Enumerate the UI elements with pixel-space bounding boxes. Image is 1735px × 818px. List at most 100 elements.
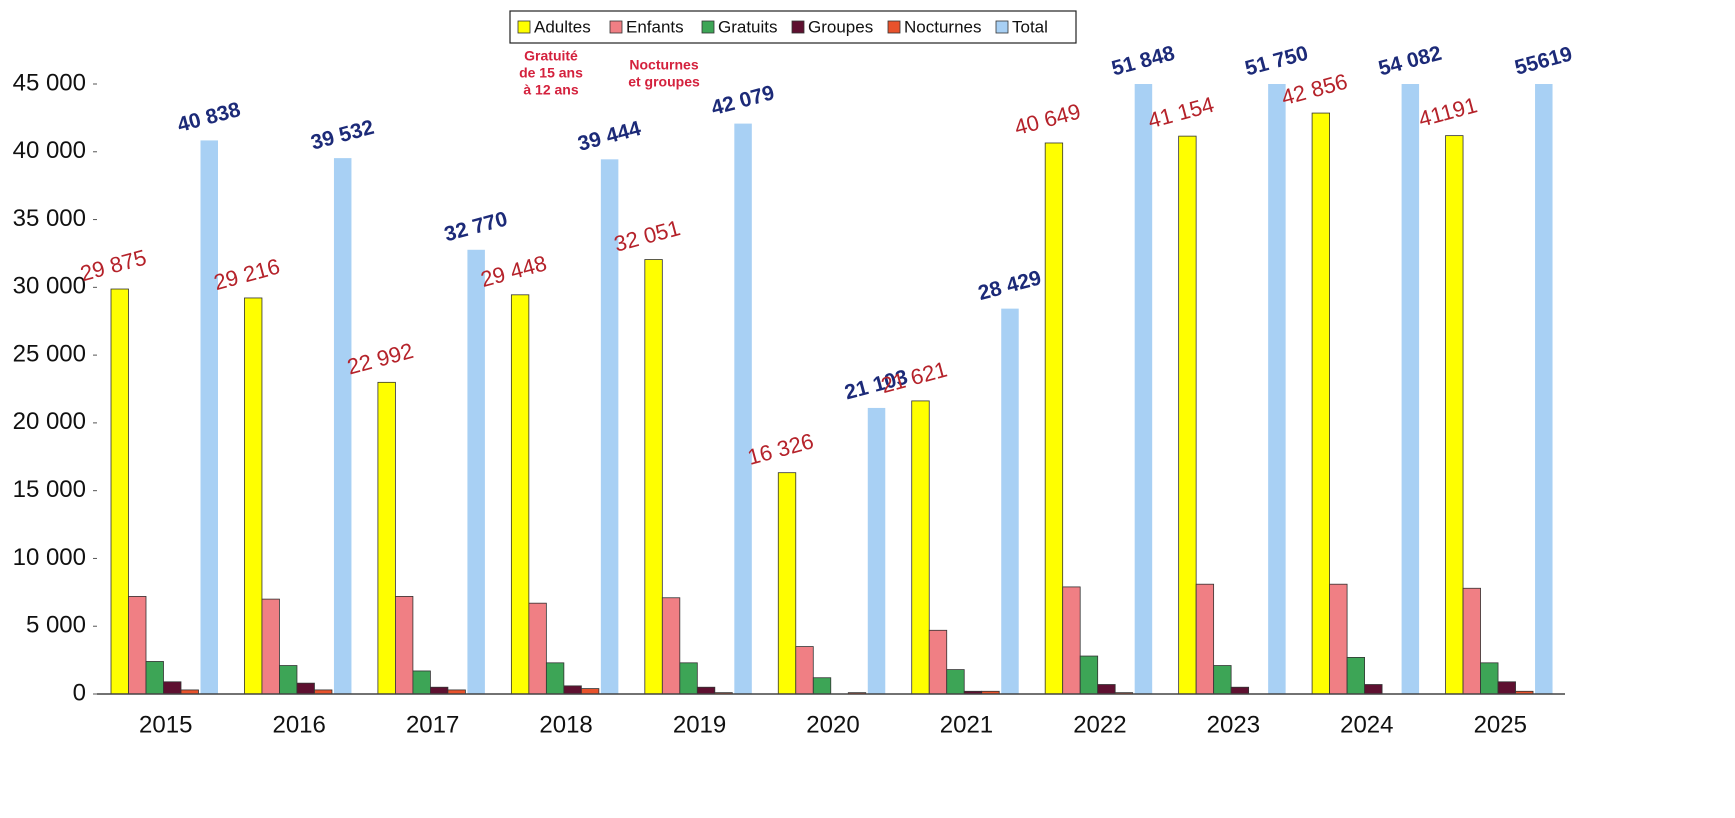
bar [679,662,698,695]
bar [812,677,832,695]
plot-area [110,84,1553,695]
bar [1213,665,1232,695]
value-label: 22 992 [344,338,415,380]
bar [600,159,619,694]
legend-label: Gratuits [718,17,778,36]
bar [163,681,182,695]
bar [734,123,752,695]
bar [244,297,263,695]
x-tick-label: 2025 [1474,711,1527,738]
legend-label: Total [1012,17,1048,36]
y-tick-label: 15 000 [13,476,86,503]
bar [1062,586,1081,695]
x-tick-label: 2015 [139,711,192,738]
bar [110,288,129,695]
value-label: 32 051 [611,215,682,257]
bar [1079,655,1099,695]
annotation: et groupes [628,74,700,90]
legend-swatch [609,20,623,34]
legend: Adultes Enfants Gratuits Groupes Nocturnes To… [509,10,1077,44]
bar [545,662,565,695]
value-label: 29 216 [211,254,282,296]
x-tick-label: 2016 [272,711,325,738]
value-label: 29 448 [478,250,549,292]
bar [1001,308,1019,694]
bar [467,249,485,695]
bar [377,381,396,695]
bar [296,682,315,695]
bar [1364,684,1383,695]
bar [395,596,414,695]
x-tick-label: 2017 [406,711,459,738]
legend-label: Adultes [534,17,591,36]
bar [1329,583,1348,695]
value-label: 16 326 [745,428,816,470]
y-tick-label: 30 000 [13,273,86,300]
x-tick-label: 2019 [673,711,726,738]
y-tick-label: 25 000 [13,340,86,367]
annotation: de 15 ans [519,65,583,81]
legend-swatch [995,20,1009,34]
bar [1311,112,1330,695]
bar [279,665,298,695]
bar [1044,142,1064,695]
y-tick-label: 35 000 [13,205,86,232]
bar [867,407,886,694]
bar [1178,135,1197,695]
legend-swatch [701,20,715,34]
bar [128,596,147,695]
bar [795,646,814,695]
bar [333,158,352,695]
x-tick-label: 2022 [1073,711,1126,738]
legend-swatch [887,20,901,34]
bar [563,685,582,695]
bar [528,602,547,695]
bar [412,670,431,695]
legend-label: Groupes [808,17,873,36]
bar [1195,583,1215,695]
bar [1535,84,1553,695]
y-tick-label: 45 000 [13,69,86,96]
bar [911,400,930,695]
legend-label: Enfants [626,17,684,36]
legend-label: Nocturnes [904,17,981,36]
bar [200,140,218,695]
value-label: 41 154 [1145,92,1216,134]
bar [430,686,449,695]
legend-swatch [791,20,805,34]
value-label: 29 875 [78,245,149,287]
annotation: Nocturnes [629,57,698,73]
value-label: 40 649 [1012,99,1083,141]
value-label: 40 838 [175,98,243,137]
bar [661,597,681,695]
y-tick-label: 20 000 [13,408,86,435]
value-label: 28 429 [976,266,1044,305]
value-label: 51 750 [1243,42,1311,81]
bar [1134,84,1153,694]
bar [946,669,965,695]
legend-swatch [517,20,531,34]
y-tick-label: 0 [73,679,86,706]
bar [1346,657,1365,695]
bar [580,688,600,695]
value-label: 39 532 [308,116,376,155]
bar [1230,686,1250,695]
y-tick-label: 10 000 [13,544,86,571]
x-tick-label: 2021 [940,711,993,738]
value-label: 41191 [1416,92,1480,132]
bar [1445,135,1464,695]
value-label: 32 770 [442,207,510,246]
bar [696,686,716,695]
bar [1401,84,1420,695]
x-tick-label: 2018 [539,711,592,738]
y-tick-label: 40 000 [13,137,86,164]
value-label: 21 621 [878,357,949,399]
bar [1497,681,1516,695]
bar [1462,587,1481,695]
value-label: 55619 [1512,42,1574,79]
bar [510,294,530,695]
x-tick-label: 2024 [1340,711,1393,738]
x-tick-label: 2020 [806,711,859,738]
